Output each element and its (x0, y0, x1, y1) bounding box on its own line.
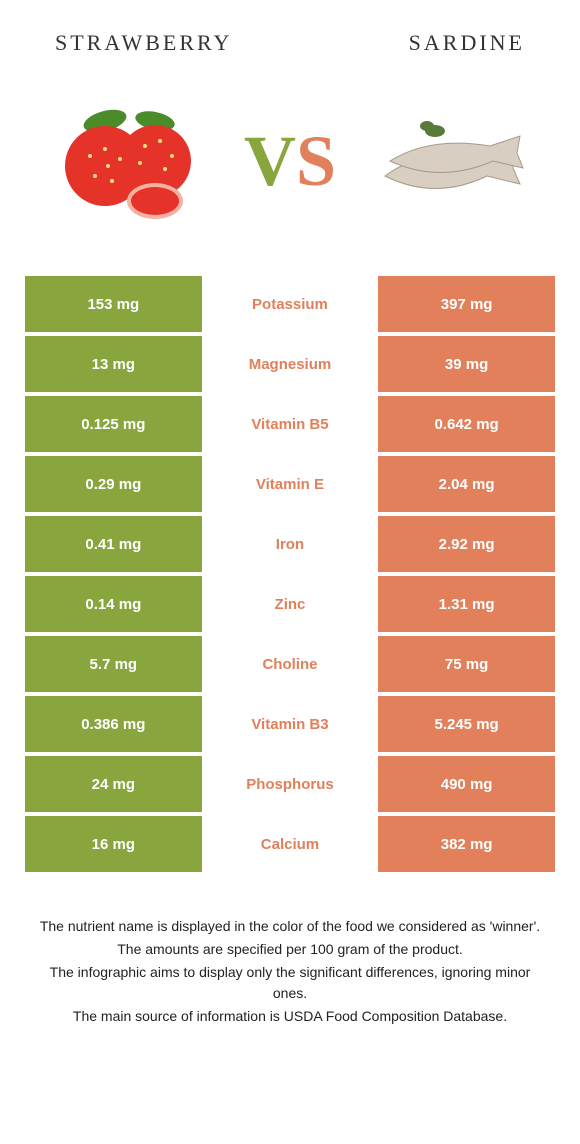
nutrient-label: Calcium (202, 816, 379, 872)
left-food-title: Strawberry (55, 30, 232, 56)
vs-v-letter: V (244, 120, 296, 203)
nutrient-label: Potassium (202, 276, 379, 332)
nutrient-label: Vitamin E (202, 456, 379, 512)
table-row: 24 mgPhosphorus490 mg (25, 756, 555, 812)
hero-section: VS (25, 76, 555, 276)
right-value: 5.245 mg (378, 696, 555, 752)
left-value: 13 mg (25, 336, 202, 392)
table-row: 0.125 mgVitamin B50.642 mg (25, 396, 555, 452)
footer-line: The main source of information is USDA F… (35, 1006, 545, 1027)
left-value: 153 mg (25, 276, 202, 332)
right-value: 0.642 mg (378, 396, 555, 452)
table-row: 16 mgCalcium382 mg (25, 816, 555, 872)
nutrient-label: Phosphorus (202, 756, 379, 812)
left-value: 0.386 mg (25, 696, 202, 752)
left-value: 0.41 mg (25, 516, 202, 572)
table-row: 153 mgPotassium397 mg (25, 276, 555, 332)
nutrient-label: Magnesium (202, 336, 379, 392)
table-row: 5.7 mgCholine75 mg (25, 636, 555, 692)
right-value: 382 mg (378, 816, 555, 872)
footer-notes: The nutrient name is displayed in the co… (25, 876, 555, 1027)
sardine-image (375, 96, 525, 226)
strawberry-image (55, 96, 205, 226)
right-value: 397 mg (378, 276, 555, 332)
footer-line: The nutrient name is displayed in the co… (35, 916, 545, 937)
right-value: 490 mg (378, 756, 555, 812)
nutrient-label: Vitamin B5 (202, 396, 379, 452)
right-value: 1.31 mg (378, 576, 555, 632)
left-value: 0.29 mg (25, 456, 202, 512)
nutrient-label: Zinc (202, 576, 379, 632)
left-value: 16 mg (25, 816, 202, 872)
table-row: 0.14 mgZinc1.31 mg (25, 576, 555, 632)
left-value: 24 mg (25, 756, 202, 812)
comparison-table: 153 mgPotassium397 mg13 mgMagnesium39 mg… (25, 276, 555, 872)
right-value: 75 mg (378, 636, 555, 692)
nutrient-label: Choline (202, 636, 379, 692)
right-food-title: Sardine (409, 30, 525, 56)
left-value: 0.125 mg (25, 396, 202, 452)
table-row: 0.29 mgVitamin E2.04 mg (25, 456, 555, 512)
right-value: 39 mg (378, 336, 555, 392)
left-value: 5.7 mg (25, 636, 202, 692)
vs-s-letter: S (296, 120, 336, 203)
table-row: 0.386 mgVitamin B35.245 mg (25, 696, 555, 752)
nutrient-label: Iron (202, 516, 379, 572)
header: Strawberry Sardine (25, 20, 555, 76)
footer-line: The infographic aims to display only the… (35, 962, 545, 1004)
right-value: 2.04 mg (378, 456, 555, 512)
table-row: 0.41 mgIron2.92 mg (25, 516, 555, 572)
left-value: 0.14 mg (25, 576, 202, 632)
right-value: 2.92 mg (378, 516, 555, 572)
vs-label: VS (244, 120, 336, 203)
footer-line: The amounts are specified per 100 gram o… (35, 939, 545, 960)
nutrient-label: Vitamin B3 (202, 696, 379, 752)
table-row: 13 mgMagnesium39 mg (25, 336, 555, 392)
